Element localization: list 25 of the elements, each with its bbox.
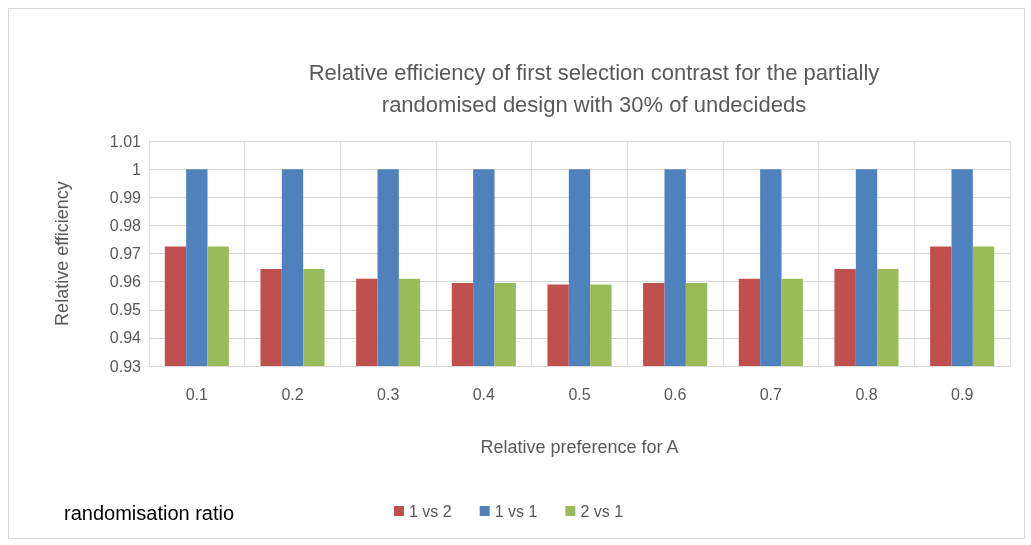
x-tick-label: 0.2 (281, 385, 304, 403)
y-axis-title: Relative efficiency (52, 181, 72, 326)
x-tick-label: 0.3 (377, 385, 400, 403)
x-tick-label: 0.6 (664, 385, 687, 403)
y-tick-label: 0.97 (109, 245, 142, 262)
x-tick-label: 0.1 (185, 385, 209, 403)
x-tick-label: 0.5 (568, 385, 591, 403)
chart-title: Relative efficiency of first selection contrast for the partially randomised design with 30% of undecideds (308, 59, 880, 117)
y-tick-label: 1 (132, 160, 142, 178)
legend-label: 1 vs 2 (409, 502, 452, 520)
y-tick-label: 0.95 (109, 301, 142, 319)
y-tick-label: 0.94 (109, 329, 142, 347)
x-tick-label: 0.8 (855, 385, 878, 403)
y-tick-label: 0.96 (109, 273, 142, 291)
x-tick-label: 0.9 (951, 385, 974, 403)
x-tick-label: 0.7 (759, 385, 783, 403)
y-tick-label: 0.93 (109, 357, 142, 375)
y-tick-label: 1.01 (109, 132, 142, 150)
y-tick-label: 0.99 (109, 188, 142, 206)
x-axis-title: Relative preference for A (480, 437, 679, 457)
legend-label: 1 vs 1 (494, 502, 538, 520)
y-tick-label: 0.98 (109, 216, 142, 234)
legend-label: 2 vs 1 (580, 502, 624, 520)
x-tick-label: 0.4 (472, 385, 496, 403)
legend-title: randomisation ratio (64, 502, 235, 524)
